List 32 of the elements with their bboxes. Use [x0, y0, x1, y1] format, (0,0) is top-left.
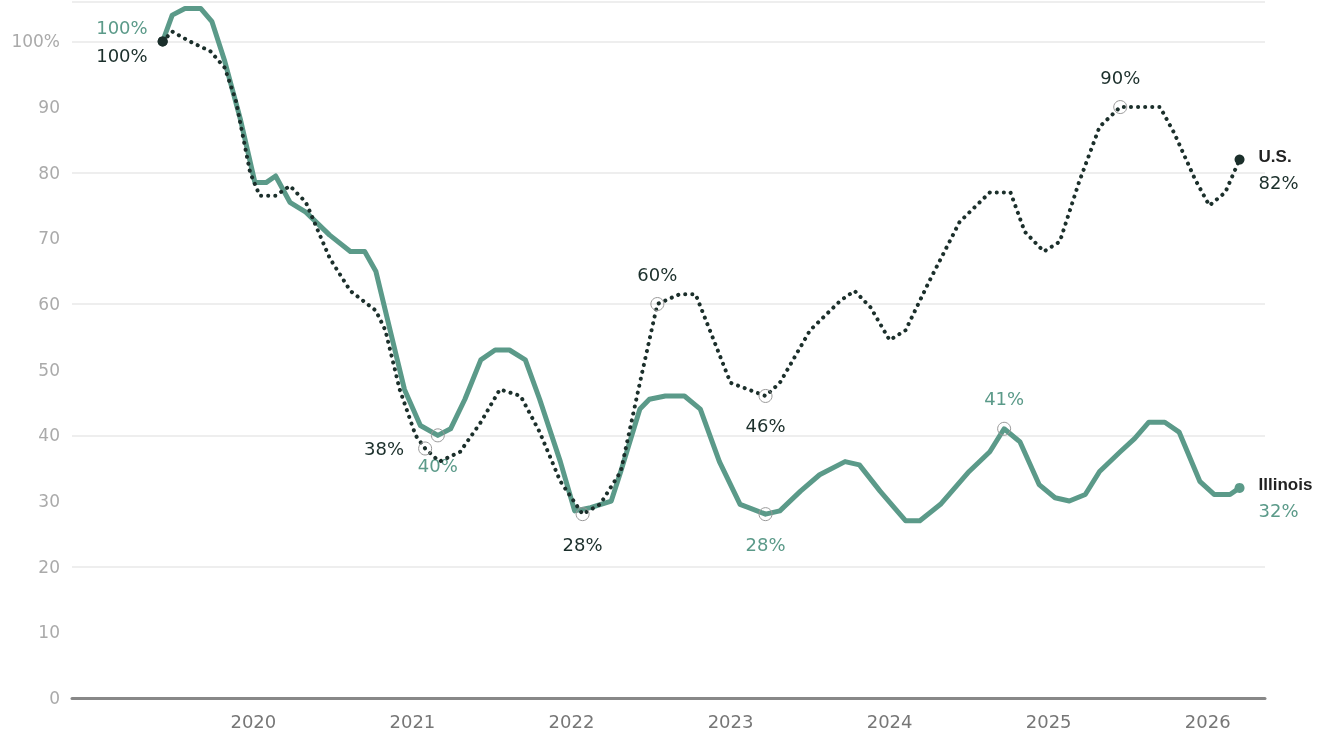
data-label: 100%	[96, 16, 148, 38]
x-tick-label: 2023	[707, 710, 754, 732]
y-tick-label: 30	[38, 491, 60, 512]
y-tick-label: 70	[38, 228, 60, 249]
x-tick-label: 2021	[389, 710, 436, 732]
x-tick-label: 2022	[548, 710, 595, 732]
x-tick-label: 2026	[1184, 710, 1231, 732]
x-tick-label: 2024	[866, 710, 913, 732]
x-tick-label: 2025	[1025, 710, 1072, 732]
data-label: 46%	[745, 415, 786, 437]
y-tick-label: 80	[38, 162, 60, 183]
y-tick-label: 100%	[11, 31, 60, 52]
data-label: 60%	[637, 263, 678, 285]
data-label: 100%	[96, 44, 148, 66]
y-tick-label: 20	[38, 556, 60, 577]
data-label: 40%	[417, 454, 458, 476]
y-tick-label: 90	[38, 97, 60, 118]
data-label: 28%	[745, 533, 786, 555]
data-label: 38%	[364, 437, 405, 459]
data-label: 82%	[1258, 172, 1299, 194]
y-tick-label: 50	[38, 359, 60, 380]
data-label: 41%	[984, 388, 1025, 410]
y-tick-label: 60	[38, 294, 60, 315]
series-label: Illinois	[1258, 475, 1313, 495]
data-label: 28%	[562, 533, 603, 555]
x-tick-label: 2020	[230, 710, 277, 732]
series-label: U.S.	[1258, 147, 1292, 167]
data-label: 32%	[1258, 500, 1299, 522]
y-tick-label: 0	[49, 688, 60, 708]
y-tick-label: 10	[38, 622, 60, 643]
y-tick-label: 40	[38, 425, 60, 446]
data-label: 90%	[1100, 66, 1141, 88]
